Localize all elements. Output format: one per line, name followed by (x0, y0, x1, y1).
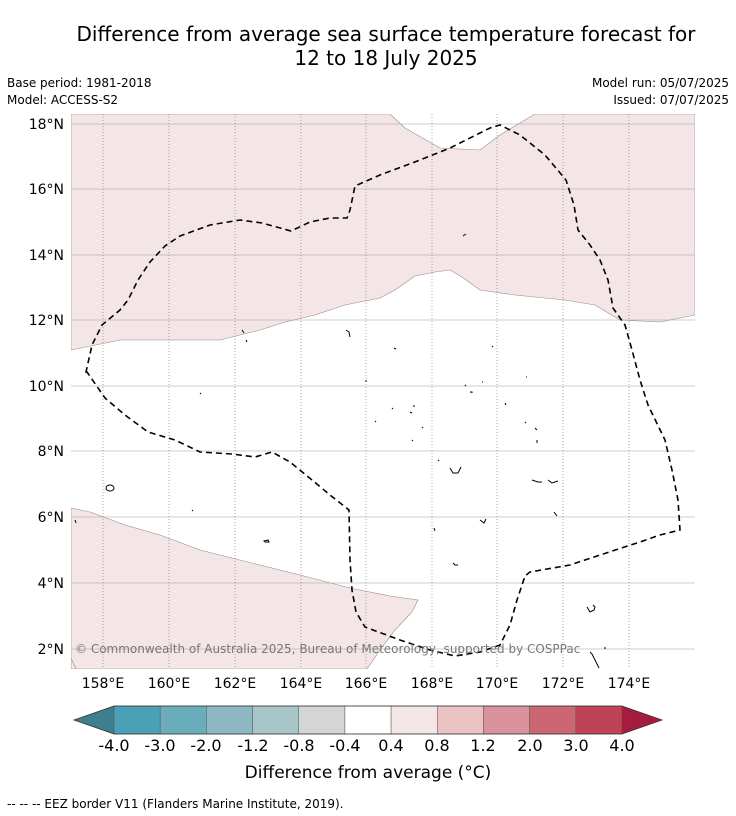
copyright-text: © Commonwealth of Australia 2025, Bureau… (75, 642, 580, 656)
lat-label: 10°N (29, 379, 64, 395)
lon-label: 162°E (214, 676, 257, 692)
island-contour (482, 376, 527, 406)
colorbar-segment (344, 705, 392, 735)
colorbar-segment (483, 705, 530, 735)
island-outlines (74, 233, 606, 669)
colorbar-tick-label: -0.8 (283, 736, 314, 755)
lon-label: 160°E (148, 676, 191, 692)
lat-label: 14°N (29, 248, 64, 264)
lon-label: 164°E (280, 676, 323, 692)
colorbar-segment (575, 705, 623, 735)
colorbar-tick-label: 0.4 (378, 736, 403, 755)
colorbar-title: Difference from average (°C) (244, 763, 492, 783)
island-contour (433, 511, 558, 532)
island-contour (452, 562, 458, 566)
island-contour (464, 345, 494, 393)
island-contour (437, 459, 462, 474)
colorbar-tick-label: -0.4 (329, 736, 360, 755)
island-contour (105, 484, 115, 492)
latitude-labels: 18°N 16°N 14°N 12°N 10°N 8°N 6°N 4°N 2°N (29, 117, 64, 658)
island-contour (199, 392, 202, 395)
longitude-labels: 158°E 160°E 162°E 164°E 166°E 168°E 170°… (82, 676, 651, 692)
lon-label: 174°E (608, 676, 651, 692)
lat-label: 12°N (29, 313, 64, 329)
island-contour (589, 647, 606, 669)
lat-label: 6°N (38, 510, 64, 526)
base-period: Base period: 1981-2018 (7, 76, 152, 90)
model-run: Model run: 05/07/2025 (591, 76, 729, 90)
colorbar-segment (529, 705, 577, 735)
anomaly-region-southwest-corner (71, 657, 77, 669)
meta-right: Model run: 05/07/2025 Issued: 07/07/2025 (592, 75, 729, 109)
island-contour (74, 519, 77, 524)
island-contour (524, 421, 538, 443)
island-contour (462, 233, 467, 237)
colorbar-segments (113, 705, 623, 735)
lon-label: 170°E (476, 676, 519, 692)
colorbar-segment (252, 705, 299, 735)
lon-label: 166°E (345, 676, 388, 692)
colorbar-segment (113, 705, 161, 735)
colorbar-tick-label: -4.0 (98, 736, 129, 755)
anomaly-region-south (71, 507, 419, 669)
colorbar-tick-label: 2.0 (517, 736, 542, 755)
map-title: Difference from average sea surface temp… (0, 22, 736, 70)
colorbar-tick-label: 0.8 (424, 736, 449, 755)
island-contour (374, 420, 424, 442)
grid-lines (71, 114, 695, 669)
meta-left: Base period: 1981-2018 Model: ACCESS-S2 (7, 75, 152, 109)
map-title-line2: 12 to 18 July 2025 (294, 46, 478, 70)
lon-label: 158°E (82, 676, 125, 692)
colorbar-segment (390, 705, 438, 735)
colorbar-segment (206, 705, 253, 735)
colorbar-labels: -4.0 -3.0 -2.0 -1.2 -0.8 -0.4 0.4 0.8 1.… (98, 736, 634, 755)
lon-label: 172°E (542, 676, 585, 692)
eez-border (85, 124, 681, 657)
island-contour (393, 347, 397, 350)
colorbar-segment (437, 705, 484, 735)
colorbar-tick-label: 3.0 (563, 736, 588, 755)
lat-label: 4°N (38, 576, 64, 592)
island-contour (241, 329, 248, 343)
colorbar-segment (159, 705, 207, 735)
island-contour (263, 539, 270, 543)
lat-label: 16°N (29, 182, 64, 198)
colorbar-tick-label: 1.2 (470, 736, 495, 755)
map-layers: © Commonwealth of Australia 2025, Bureau… (71, 114, 695, 669)
colorbar: -4.0 -3.0 -2.0 -1.2 -0.8 -0.4 0.4 0.8 1.… (72, 705, 664, 755)
island-contour (586, 604, 596, 613)
colorbar-extend-high (622, 706, 662, 734)
lon-label: 168°E (411, 676, 454, 692)
anomaly-region-north (71, 114, 695, 351)
colorbar-extend-low (74, 706, 114, 734)
island-contour (531, 479, 559, 484)
issued-date: Issued: 07/07/2025 (613, 93, 729, 107)
island-contour (391, 405, 415, 414)
model-name: Model: ACCESS-S2 (7, 93, 119, 107)
island-contour (345, 329, 351, 338)
colorbar-tick-label: -1.2 (237, 736, 268, 755)
map-title-line1: Difference from average sea surface temp… (76, 22, 696, 46)
eez-legend: -- -- -- EEZ border V11 (Flanders Marine… (7, 797, 344, 811)
lat-label: 8°N (38, 444, 64, 460)
colorbar-segment (298, 705, 346, 735)
colorbar-tick-label: -2.0 (190, 736, 221, 755)
colorbar-tick-label: 4.0 (609, 736, 634, 755)
lat-label: 2°N (38, 642, 64, 658)
lat-label: 18°N (29, 117, 64, 133)
colorbar-tick-label: -3.0 (144, 736, 175, 755)
island-contour (191, 509, 194, 512)
colorbar-outline (72, 705, 664, 735)
